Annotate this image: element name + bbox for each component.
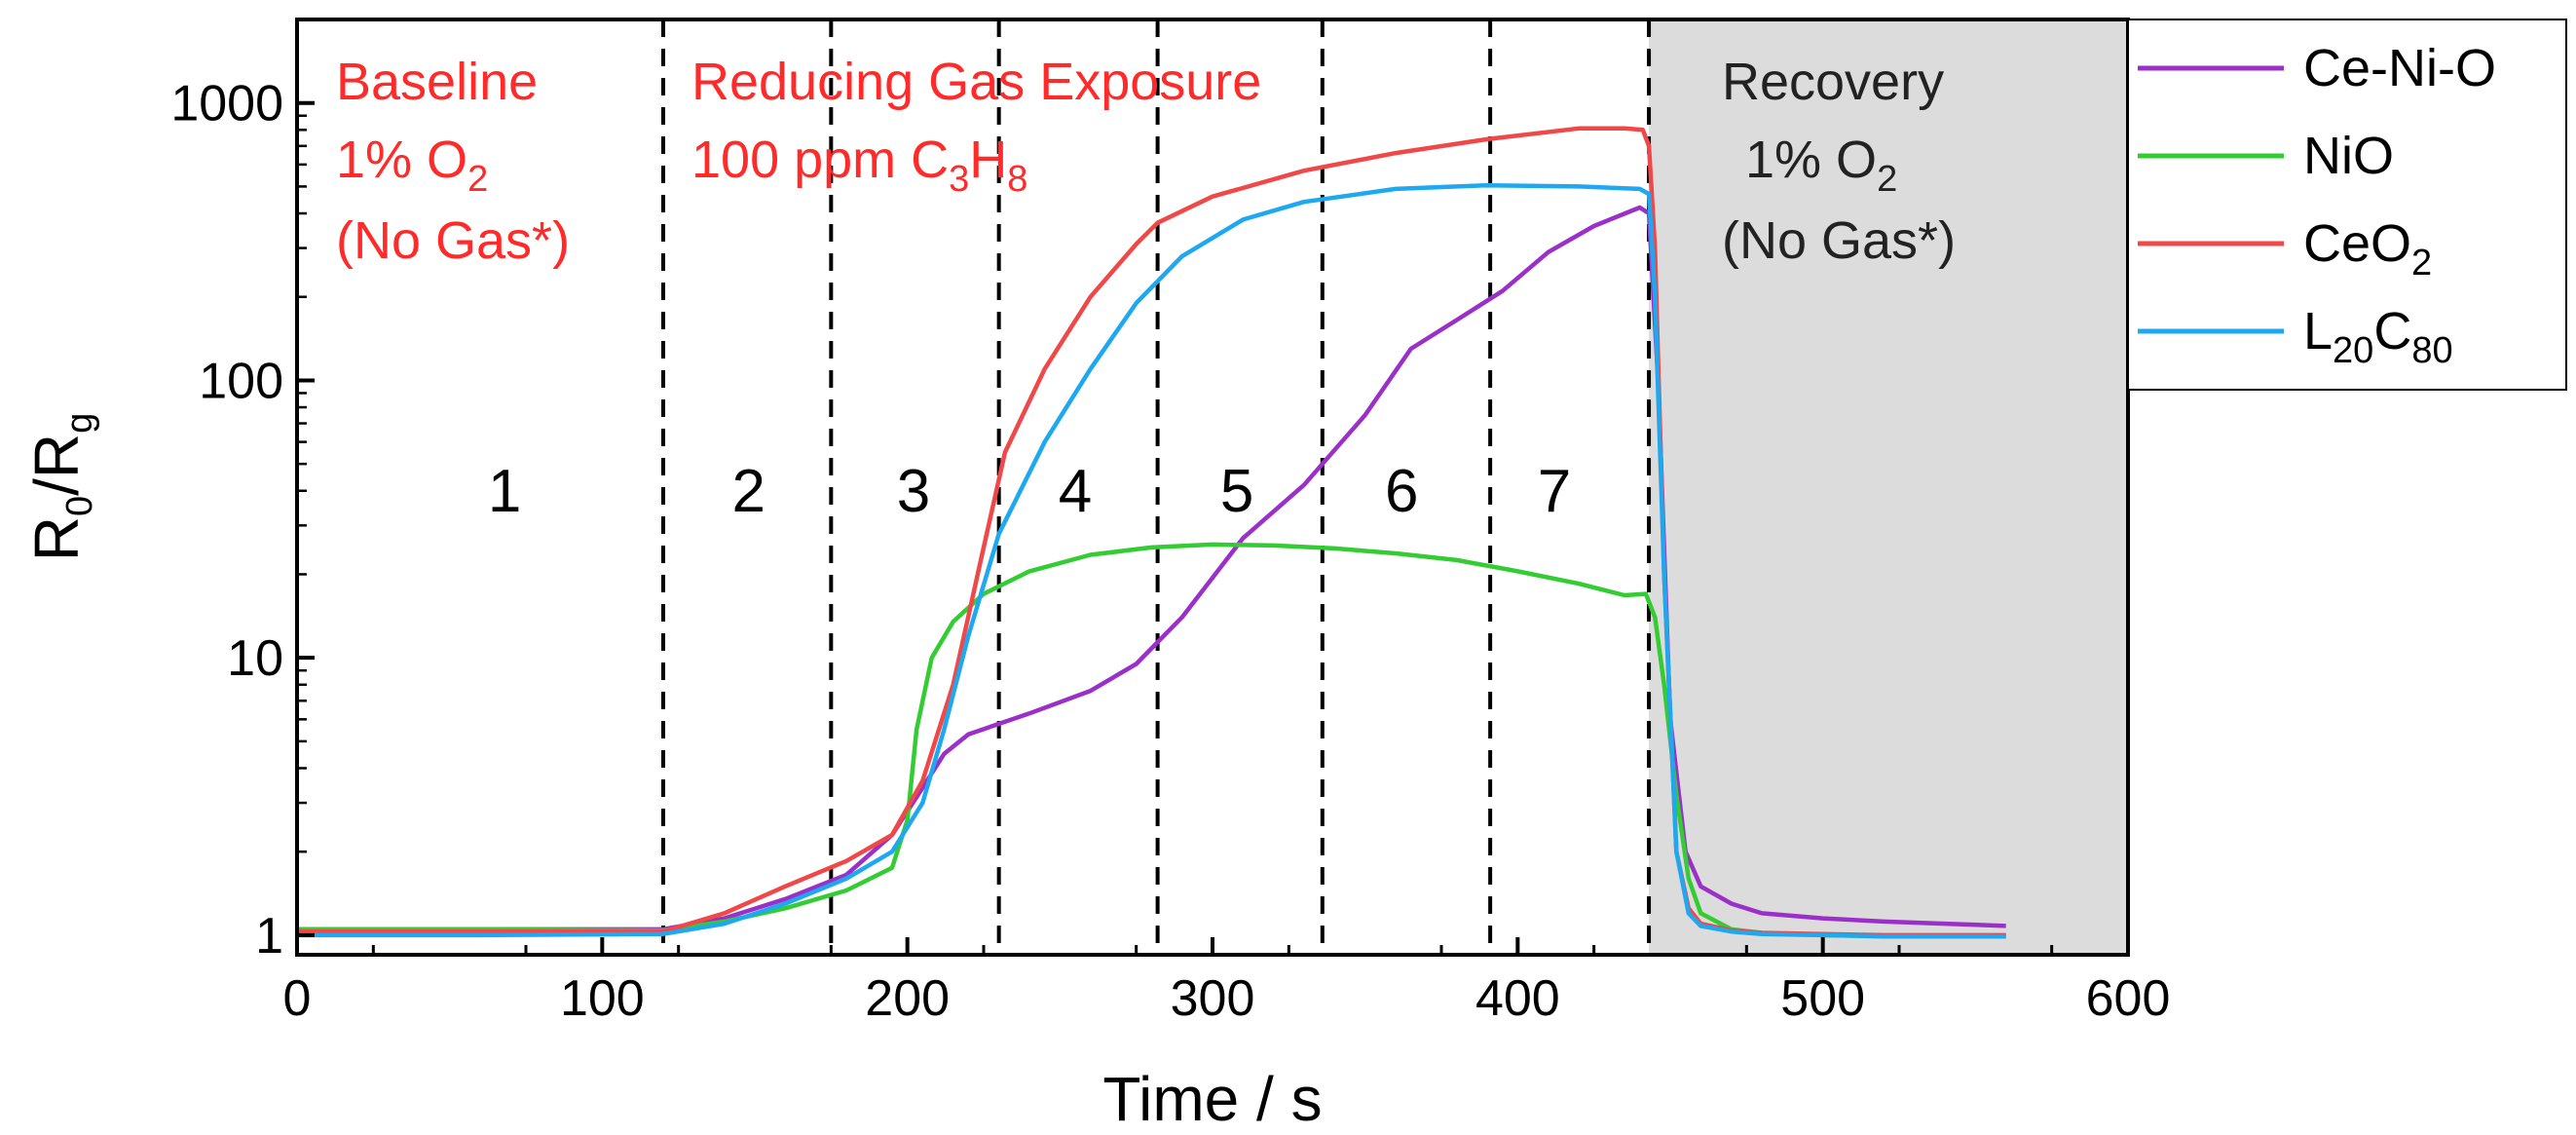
x-tick-label-300: 300	[1171, 970, 1255, 1027]
axis-ticks: 0 100 200 300 400 500 600 1 10 100 1000	[170, 18, 2171, 1027]
x-tick-label-100: 100	[560, 970, 645, 1027]
legend-label-nio: NiO	[2303, 127, 2394, 185]
series-line-nio	[297, 542, 2006, 939]
recovery-note: (No Gas*)	[1722, 211, 1956, 270]
y-tick-label-10: 10	[227, 630, 283, 687]
series-line-ce-ni-o	[297, 205, 2006, 932]
legend: Ce-Ni-O NiO CeO2 L20C80	[2127, 19, 2567, 391]
x-tick-label-600: 600	[2086, 970, 2171, 1027]
recovery-title: Recovery	[1722, 53, 1944, 111]
legend-box	[2127, 19, 2567, 391]
legend-label-ceo2: CeO2	[2303, 214, 2432, 284]
y-tick-label-100: 100	[199, 353, 283, 409]
y-tick-label-1000: 1000	[170, 76, 283, 132]
series-group	[297, 126, 2006, 939]
exposure-title: Reducing Gas Exposure	[691, 53, 1261, 111]
baseline-note: (No Gas*)	[336, 211, 570, 270]
series-line-l20c80	[297, 182, 2006, 939]
x-tick-label-0: 0	[283, 970, 312, 1027]
region-label-6: 6	[1385, 458, 1418, 525]
region-labels: 1 2 3 4 5 6 7	[488, 458, 1571, 525]
x-tick-label-400: 400	[1475, 970, 1560, 1027]
region-label-7: 7	[1538, 458, 1571, 525]
region-label-5: 5	[1220, 458, 1253, 525]
phase-boundaries	[661, 19, 1652, 955]
y-axis-label: R0/Rg	[21, 413, 100, 562]
baseline-gas: 1% O2	[336, 131, 488, 200]
legend-label-ce-ni-o: Ce-Ni-O	[2303, 39, 2496, 97]
legend-label-l20c80: L20C80	[2303, 302, 2453, 371]
shaded-recovery-region	[1649, 19, 2128, 955]
y-tick-label-1: 1	[255, 908, 283, 965]
exposure-gas: 100 ppm C3H8	[691, 131, 1027, 200]
recovery-gas: 1% O2	[1745, 131, 1897, 200]
region-label-4: 4	[1059, 458, 1092, 525]
x-tick-label-200: 200	[865, 970, 950, 1027]
region-label-2: 2	[731, 458, 765, 525]
region-label-3: 3	[897, 458, 930, 525]
x-tick-label-500: 500	[1780, 970, 1865, 1027]
region-label-1: 1	[488, 458, 521, 525]
x-axis-label: Time / s	[1102, 1064, 1322, 1134]
baseline-title: Baseline	[336, 53, 538, 111]
